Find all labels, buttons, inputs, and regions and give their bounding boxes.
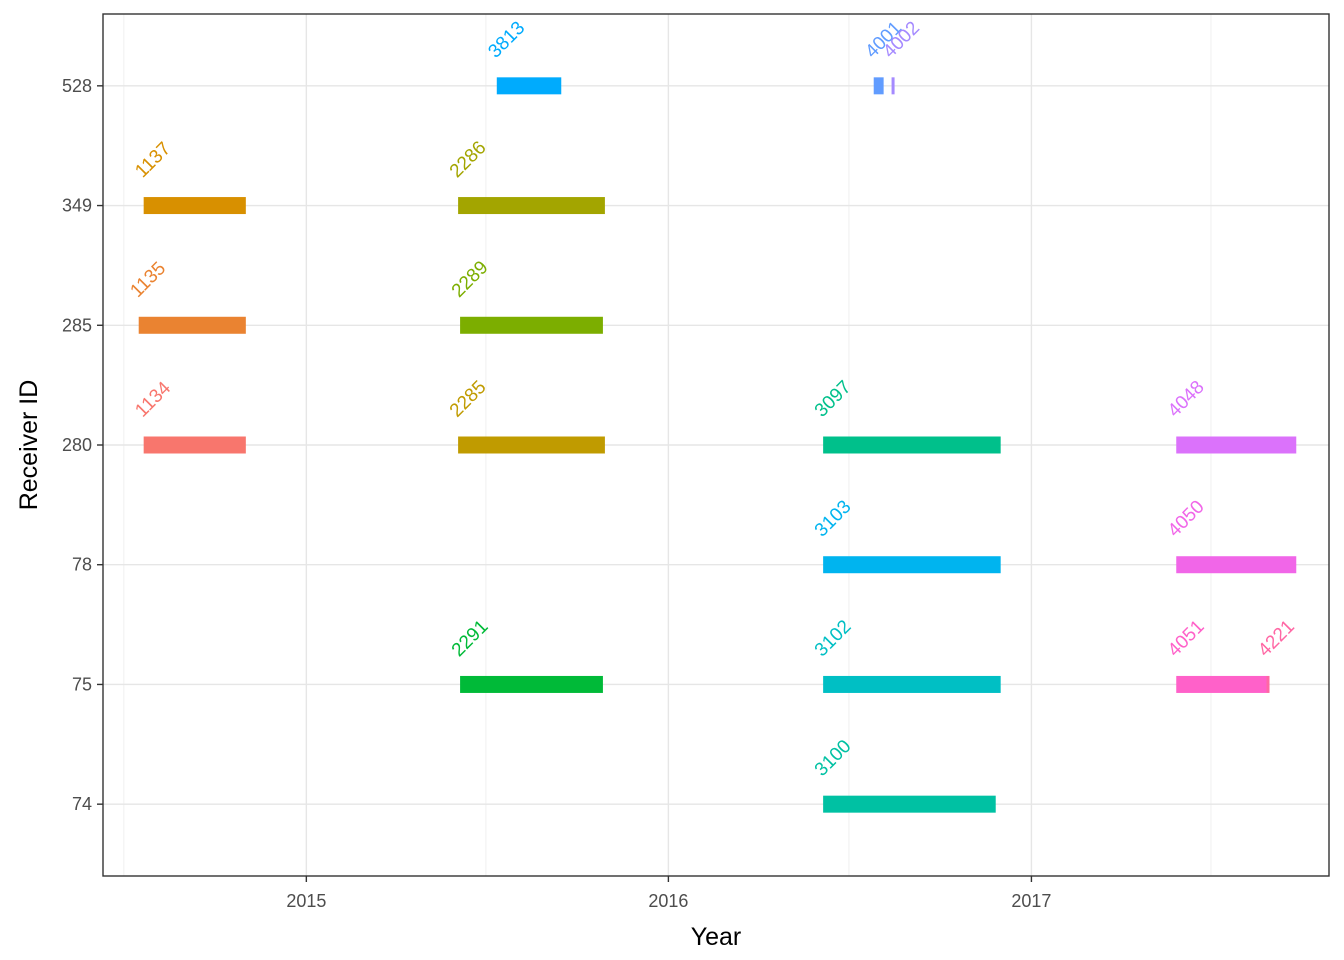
segment-bar [823,675,1001,693]
segment-label: 4221 [1254,616,1299,661]
x-tick-label: 2015 [286,891,326,911]
segment-label: 4051 [1164,616,1209,661]
y-tick-label: 280 [62,435,92,455]
deployment-segments [138,77,1297,813]
segment-label: 1135 [126,258,170,302]
y-axis: 74 75 78 280 285 349 528 [62,76,103,814]
y-tick-label: 285 [62,315,92,335]
segment-bar [458,197,605,215]
x-tick-label: 2017 [1011,891,1051,911]
x-tick-label: 2016 [648,891,688,911]
segment-bar [496,77,562,95]
segment-label: 2285 [446,377,491,422]
y-tick-label: 349 [62,196,92,216]
segment-label: 2286 [446,137,491,182]
segment-bar [458,436,605,454]
segment-bar [143,197,246,215]
y-axis-title: Receiver ID [15,380,43,511]
segment-bar [460,675,603,693]
segment-label: 4050 [1164,497,1209,542]
segment-bar [143,436,246,454]
x-axis: 2015 2016 2017 [286,876,1051,911]
segment-label: 4048 [1164,377,1209,422]
segment-label: 1137 [131,138,175,182]
segment-bar [1176,675,1267,693]
y-tick-label: 78 [72,555,92,575]
segment-bar [823,436,1001,454]
segment-bar [873,77,884,95]
segment-bar [1266,675,1270,693]
y-tick-label: 74 [72,794,92,814]
segment-labels: 1134113511372285228622892291309731003102… [126,18,1299,781]
y-tick-label: 75 [72,674,92,694]
y-tick-label: 528 [62,76,92,96]
segment-bar [1176,436,1297,454]
x-axis-title: Year [691,923,742,951]
segment-bar [1176,556,1297,574]
segment-bar [823,556,1001,574]
segment-bar [460,316,603,334]
segment-label: 1134 [131,377,175,421]
major-gridlines [103,14,1329,876]
segment-label: 3813 [484,18,529,63]
segment-bar [823,795,996,813]
segment-bar [891,77,895,95]
segment-bar [138,316,246,334]
